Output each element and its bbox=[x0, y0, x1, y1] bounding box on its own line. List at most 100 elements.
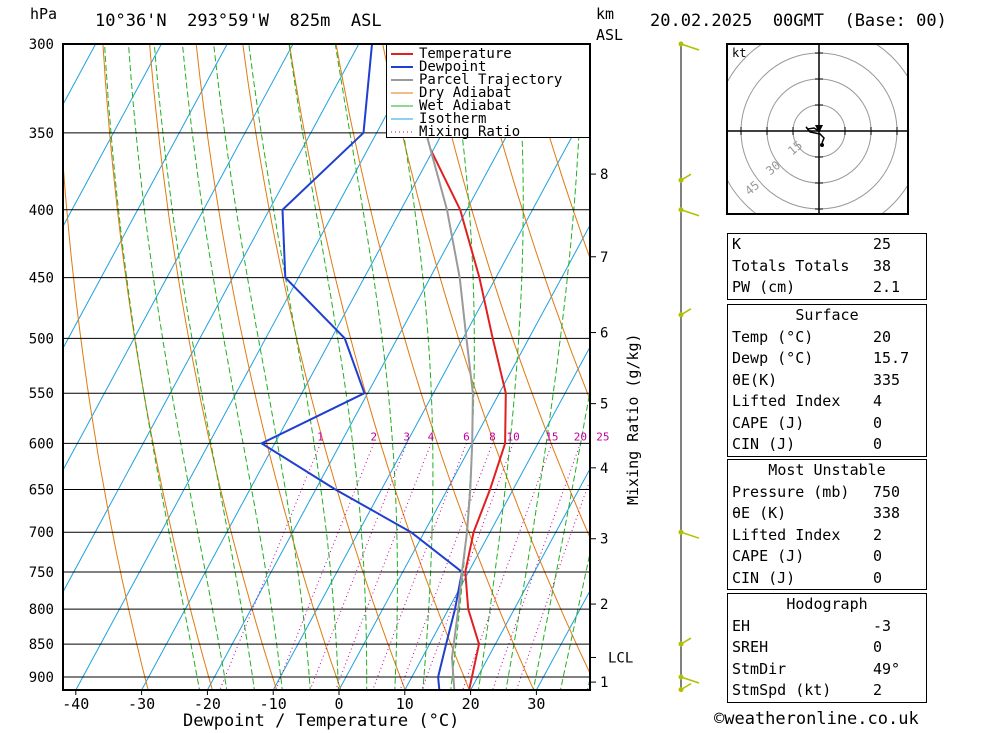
mu-value: 2 bbox=[873, 525, 883, 544]
index-row: K 25 bbox=[728, 234, 926, 256]
x-tick-label: 20 bbox=[462, 695, 480, 713]
wet-adiabat-line bbox=[449, 44, 475, 690]
isotherm-line bbox=[75, 44, 426, 690]
pressure-tick-label: 400 bbox=[29, 203, 54, 219]
temperature-line bbox=[429, 148, 507, 690]
x-tick-label: -30 bbox=[128, 695, 155, 713]
wet-adiabat-line bbox=[181, 44, 283, 690]
hodo-value: 2 bbox=[873, 681, 883, 699]
legend: Temperature Dewpoint Parcel Trajectory D… bbox=[386, 44, 590, 140]
hodograph-panel: kt 15 30 45 bbox=[726, 43, 909, 215]
pressure-tick-label: 350 bbox=[29, 126, 54, 142]
x-tick-label: 30 bbox=[527, 695, 545, 713]
mu-value: 0 bbox=[873, 547, 883, 565]
surface-key: Temp (°C) bbox=[732, 327, 814, 346]
wet-adiabat-line bbox=[334, 44, 398, 690]
index-key: PW (cm) bbox=[732, 278, 796, 296]
isotherm-line bbox=[63, 44, 294, 472]
isotherm-line bbox=[63, 44, 228, 350]
surface-key: Lifted Index bbox=[732, 392, 841, 410]
mu-key: Lifted Index bbox=[732, 525, 841, 544]
legend-temperature: Temperature bbox=[419, 46, 512, 62]
surface-value: 4 bbox=[873, 392, 883, 410]
mixing-ratio-label: 20 bbox=[574, 430, 587, 443]
hodo-key: EH bbox=[732, 616, 751, 635]
wet-adiabat-line bbox=[104, 44, 201, 690]
wind-barb-shaft bbox=[680, 43, 700, 51]
km-tick-label: 8 bbox=[600, 167, 608, 183]
surface-value: 20 bbox=[873, 327, 892, 346]
km-unit: km bbox=[596, 5, 615, 23]
x-axis-title: Dewpoint / Temperature (°C) bbox=[183, 711, 460, 731]
wet-adiabat-line bbox=[248, 44, 339, 690]
mu-key: CIN (J) bbox=[732, 568, 796, 587]
dry-adiabat-line bbox=[969, 4, 1000, 708]
mixing-ratio-label: 15 bbox=[545, 430, 558, 443]
wind-barb-shaft bbox=[680, 209, 700, 217]
pressure-tick-label: 750 bbox=[29, 565, 54, 581]
mixing-ratio-label: 6 bbox=[463, 430, 470, 443]
mixing-ratio-label: 4 bbox=[428, 430, 435, 443]
legend-dry-adiabat: Dry Adiabat bbox=[419, 85, 512, 101]
location-title: 10°36'N 293°59'W 825m ASL bbox=[95, 11, 382, 31]
km-tick-label: 4 bbox=[600, 461, 608, 477]
most-unstable-title: Most Unstable bbox=[768, 461, 886, 479]
dry-adiabat-line bbox=[335, 44, 535, 690]
datetime: 20.02.2025 00GMT (Base: 00) bbox=[650, 11, 947, 31]
hodo-key: SREH bbox=[732, 638, 769, 656]
x-tick-label: -20 bbox=[194, 695, 221, 713]
wet-adiabat-line bbox=[153, 44, 255, 690]
mixing-ratio-line bbox=[421, 443, 514, 690]
wind-barb-shaft bbox=[680, 531, 700, 539]
dewpoint-line bbox=[259, 44, 464, 690]
pressure-tick-label: 650 bbox=[29, 482, 54, 498]
parcel-trajectory-line bbox=[397, 44, 474, 690]
wind-barb-shaft bbox=[680, 173, 692, 181]
mixing-ratio-line bbox=[492, 443, 581, 690]
wet-adiabat-line bbox=[388, 44, 434, 690]
pressure-tick-label: 450 bbox=[29, 271, 54, 287]
dry-adiabat-line bbox=[149, 44, 278, 690]
pressure-tick-label: 700 bbox=[29, 525, 54, 541]
mixing-ratio-label: 2 bbox=[370, 430, 377, 443]
pressure-tick-label: 600 bbox=[29, 436, 54, 452]
hodo-value: 0 bbox=[873, 638, 883, 656]
surface-key: θE(K) bbox=[732, 370, 778, 389]
index-row: Totals Totals 38 bbox=[728, 256, 926, 278]
hodo-key: StmDir bbox=[732, 659, 787, 678]
index-key: K bbox=[732, 235, 742, 253]
mu-key: Pressure (mb) bbox=[732, 482, 850, 501]
mixing-ratio-line bbox=[372, 443, 467, 690]
mixing-ratio-line bbox=[462, 443, 553, 690]
wet-adiabat-line bbox=[559, 550, 590, 690]
mu-key: θE (K) bbox=[732, 504, 787, 522]
surface-key: CIN (J) bbox=[732, 435, 796, 453]
surface-value: 0 bbox=[873, 413, 883, 432]
km-tick-label: 3 bbox=[600, 532, 608, 548]
x-tick-label: -10 bbox=[260, 695, 287, 713]
mu-value: 0 bbox=[873, 568, 883, 587]
index-key: Totals Totals bbox=[732, 256, 850, 275]
index-value: 38 bbox=[873, 256, 892, 275]
surface-key: CAPE (J) bbox=[732, 413, 805, 432]
mu-key: CAPE (J) bbox=[732, 547, 805, 565]
isotherm-line bbox=[63, 44, 162, 228]
credit[interactable]: ©weatheronline.co.uk bbox=[714, 709, 919, 729]
asl-unit: ASL bbox=[596, 26, 624, 44]
km-tick-label: 5 bbox=[600, 397, 608, 413]
pressure-tick-label: 550 bbox=[29, 386, 54, 402]
isotherm-line bbox=[63, 44, 97, 106]
wet-adiabat-line bbox=[532, 388, 590, 690]
mu-value: 750 bbox=[873, 482, 901, 501]
mixing-ratio-label: 3 bbox=[403, 430, 410, 443]
hodo-key: StmSpd (kt) bbox=[732, 681, 832, 699]
x-tick-label: 10 bbox=[396, 695, 414, 713]
wind-barb-shaft bbox=[680, 683, 692, 691]
dry-adiabat-line bbox=[924, 4, 1000, 708]
x-tick-label: 0 bbox=[334, 695, 343, 713]
surface-key: Dewp (°C) bbox=[732, 349, 814, 367]
index-row: PW (cm) 2.1 bbox=[728, 277, 926, 299]
mu-value: 338 bbox=[873, 504, 901, 522]
legend-wet-adiabat: Wet Adiabat bbox=[419, 98, 512, 114]
pressure-tick-label: 500 bbox=[29, 331, 54, 347]
